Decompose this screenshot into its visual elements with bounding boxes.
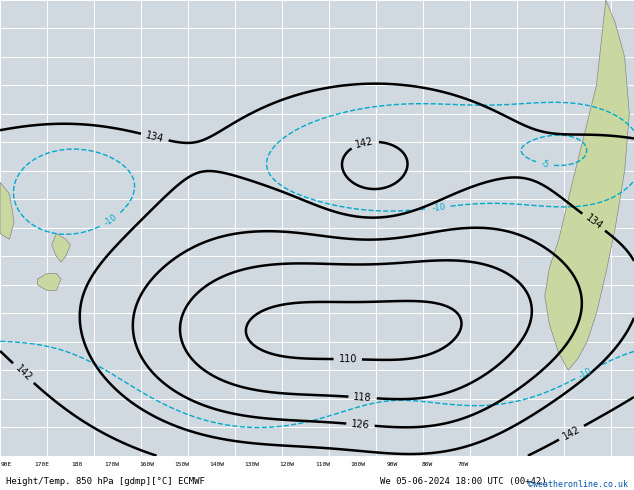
Text: 142: 142	[561, 424, 582, 441]
Polygon shape	[0, 182, 14, 239]
Text: 110W: 110W	[315, 462, 330, 467]
Text: 130W: 130W	[245, 462, 260, 467]
Text: 70W: 70W	[457, 462, 469, 467]
Text: 100W: 100W	[350, 462, 365, 467]
Text: 140W: 140W	[209, 462, 224, 467]
Text: 142: 142	[354, 136, 375, 150]
Text: 134: 134	[145, 130, 165, 144]
Text: 170E: 170E	[34, 462, 49, 467]
Text: Height/Temp. 850 hPa [gdmp][°C] ECMWF: Height/Temp. 850 hPa [gdmp][°C] ECMWF	[6, 477, 205, 486]
Text: 110: 110	[339, 354, 357, 365]
Text: 180: 180	[71, 462, 82, 467]
Text: -10: -10	[578, 366, 594, 380]
Text: We 05-06-2024 18:00 UTC (00+42): We 05-06-2024 18:00 UTC (00+42)	[380, 477, 547, 486]
Text: ©weatheronline.co.uk: ©weatheronline.co.uk	[527, 480, 628, 490]
Text: -5: -5	[540, 159, 550, 169]
Text: 90E: 90E	[1, 462, 12, 467]
Text: 170W: 170W	[104, 462, 119, 467]
Text: 134: 134	[583, 213, 604, 232]
Text: 126: 126	[351, 419, 370, 430]
Text: 118: 118	[353, 392, 372, 403]
Text: 142: 142	[13, 363, 34, 383]
Polygon shape	[51, 234, 70, 262]
Text: 80W: 80W	[422, 462, 433, 467]
Polygon shape	[37, 273, 61, 291]
Polygon shape	[545, 0, 630, 370]
Text: 120W: 120W	[280, 462, 295, 467]
Text: 150W: 150W	[174, 462, 190, 467]
Text: -10: -10	[432, 202, 446, 213]
Text: 160W: 160W	[139, 462, 154, 467]
Text: -10: -10	[103, 212, 119, 227]
Text: 90W: 90W	[387, 462, 398, 467]
